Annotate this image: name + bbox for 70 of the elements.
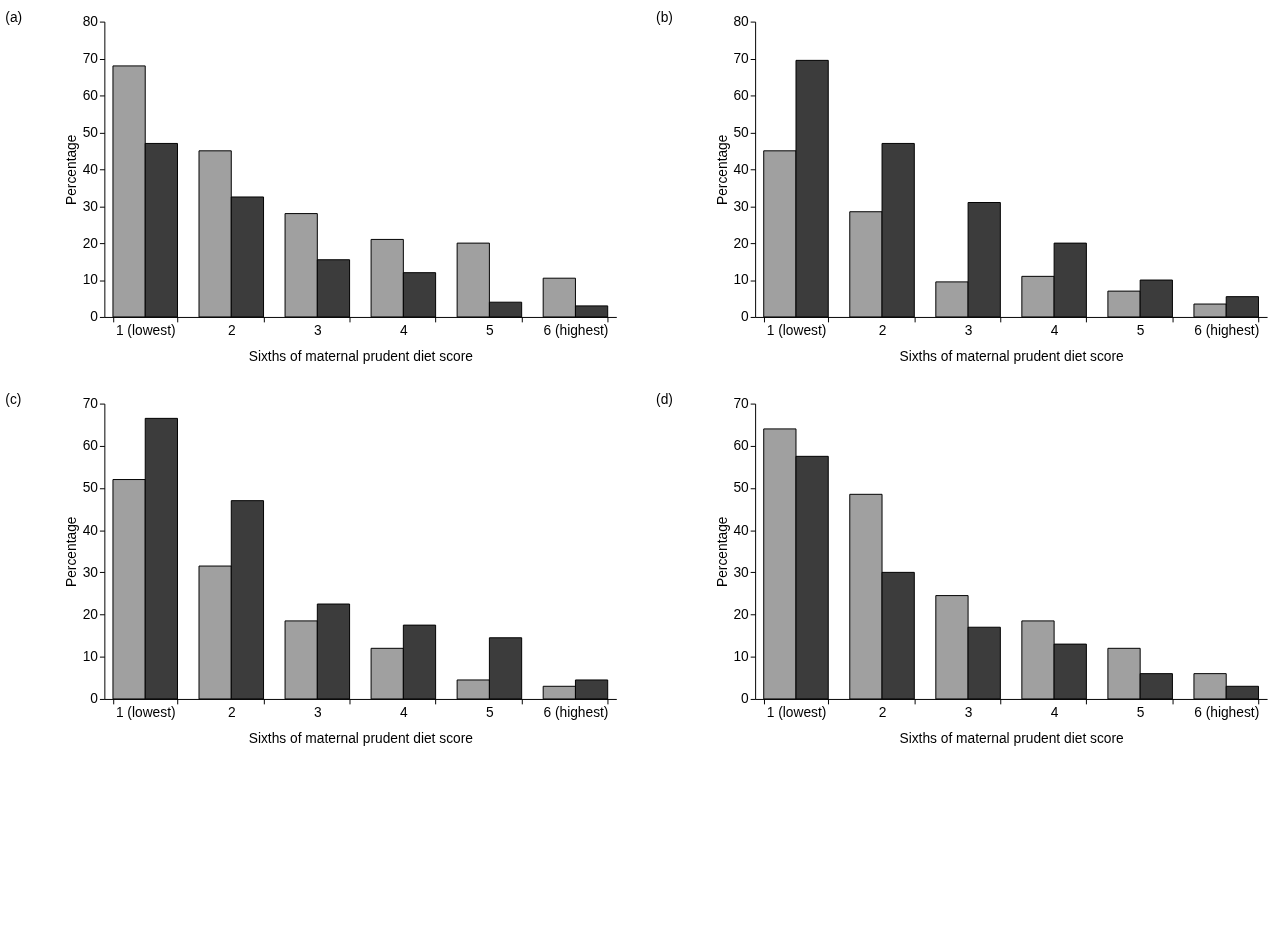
x-tick-label: 6 (highest) [543, 705, 609, 721]
x-axis-title: Sixths of maternal prudent diet score [899, 730, 1125, 746]
y-tick-label: 10 [82, 649, 99, 665]
y-tick-label: 20 [82, 235, 99, 251]
y-tick-label: 70 [733, 396, 750, 412]
x-axis-title: Sixths of maternal prudent diet score [248, 348, 474, 364]
y-tick-label: 60 [733, 87, 750, 103]
y-tick-label: 20 [82, 607, 99, 622]
y-tick-label: 10 [733, 272, 750, 288]
y-tick-label: 40 [733, 522, 750, 538]
x-tick-label: 2 [878, 323, 887, 339]
x-tick-label: 4 [400, 323, 409, 339]
y-tick-label: 60 [82, 438, 99, 454]
y-tick-label: 20 [733, 235, 750, 251]
y-tick-label: 0 [90, 309, 99, 325]
y-tick-label: 40 [82, 522, 99, 538]
y-tick-label: 70 [733, 50, 750, 66]
y-tick-label: 0 [741, 309, 750, 325]
y-tick-label: 40 [82, 161, 99, 177]
x-tick-label: 1 (lowest) [766, 323, 827, 339]
x-tick-label: 1 (lowest) [766, 705, 827, 721]
y-tick-label: 0 [741, 691, 750, 707]
y-axis-title: Percentage [63, 516, 79, 587]
y-tick-label: 30 [82, 198, 99, 214]
y-tick-label: 30 [82, 564, 99, 580]
y-tick-label: 60 [82, 87, 99, 103]
x-tick-label: 2 [227, 705, 236, 721]
x-tick-label: 1 (lowest) [115, 705, 176, 721]
y-tick-label: 70 [82, 50, 99, 66]
x-tick-label: 6 (highest) [543, 323, 609, 339]
x-tick-label: 4 [1050, 705, 1059, 721]
y-tick-label: 80 [733, 14, 750, 30]
y-tick-label: 80 [82, 14, 99, 30]
x-tick-label: 3 [964, 323, 973, 339]
x-tick-label: 5 [1136, 705, 1145, 721]
chart-title: (b) [656, 9, 673, 25]
y-tick-label: 10 [733, 649, 750, 665]
x-tick-label: 2 [227, 323, 236, 339]
x-tick-label: 2 [878, 705, 887, 721]
x-tick-label: 4 [400, 705, 409, 721]
x-tick-label: 3 [313, 705, 322, 721]
x-tick-label: 6 (highest) [1194, 705, 1260, 721]
y-tick-label: 60 [733, 438, 750, 454]
y-tick-label: 20 [733, 607, 750, 622]
x-tick-label: 4 [1050, 323, 1059, 339]
y-tick-label: 50 [82, 480, 99, 496]
y-tick-label: 0 [90, 691, 99, 707]
x-tick-label: 1 (lowest) [115, 323, 176, 339]
chart-title: (a) [5, 9, 23, 25]
x-axis-title: Sixths of maternal prudent diet score [899, 348, 1125, 364]
x-tick-label: 5 [486, 323, 495, 339]
y-tick-label: 10 [82, 272, 99, 288]
y-axis-title: Percentage [714, 516, 730, 587]
chart-title: (d) [656, 391, 673, 407]
y-axis-title: Percentage [63, 134, 79, 205]
y-tick-label: 50 [82, 124, 99, 140]
x-tick-label: 3 [313, 323, 322, 339]
y-tick-label: 30 [733, 198, 750, 214]
y-tick-label: 30 [733, 564, 750, 580]
x-tick-label: 3 [964, 705, 973, 721]
y-tick-label: 50 [733, 124, 750, 140]
y-axis-title: Percentage [714, 134, 730, 205]
y-tick-label: 40 [733, 161, 750, 177]
y-tick-label: 50 [733, 480, 750, 496]
x-tick-label: 6 (highest) [1194, 323, 1260, 339]
x-tick-label: 5 [1136, 323, 1145, 339]
chart-title: (c) [5, 391, 22, 407]
y-tick-label: 70 [82, 396, 99, 412]
x-tick-label: 5 [486, 705, 495, 721]
x-axis-title: Sixths of maternal prudent diet score [248, 730, 474, 746]
